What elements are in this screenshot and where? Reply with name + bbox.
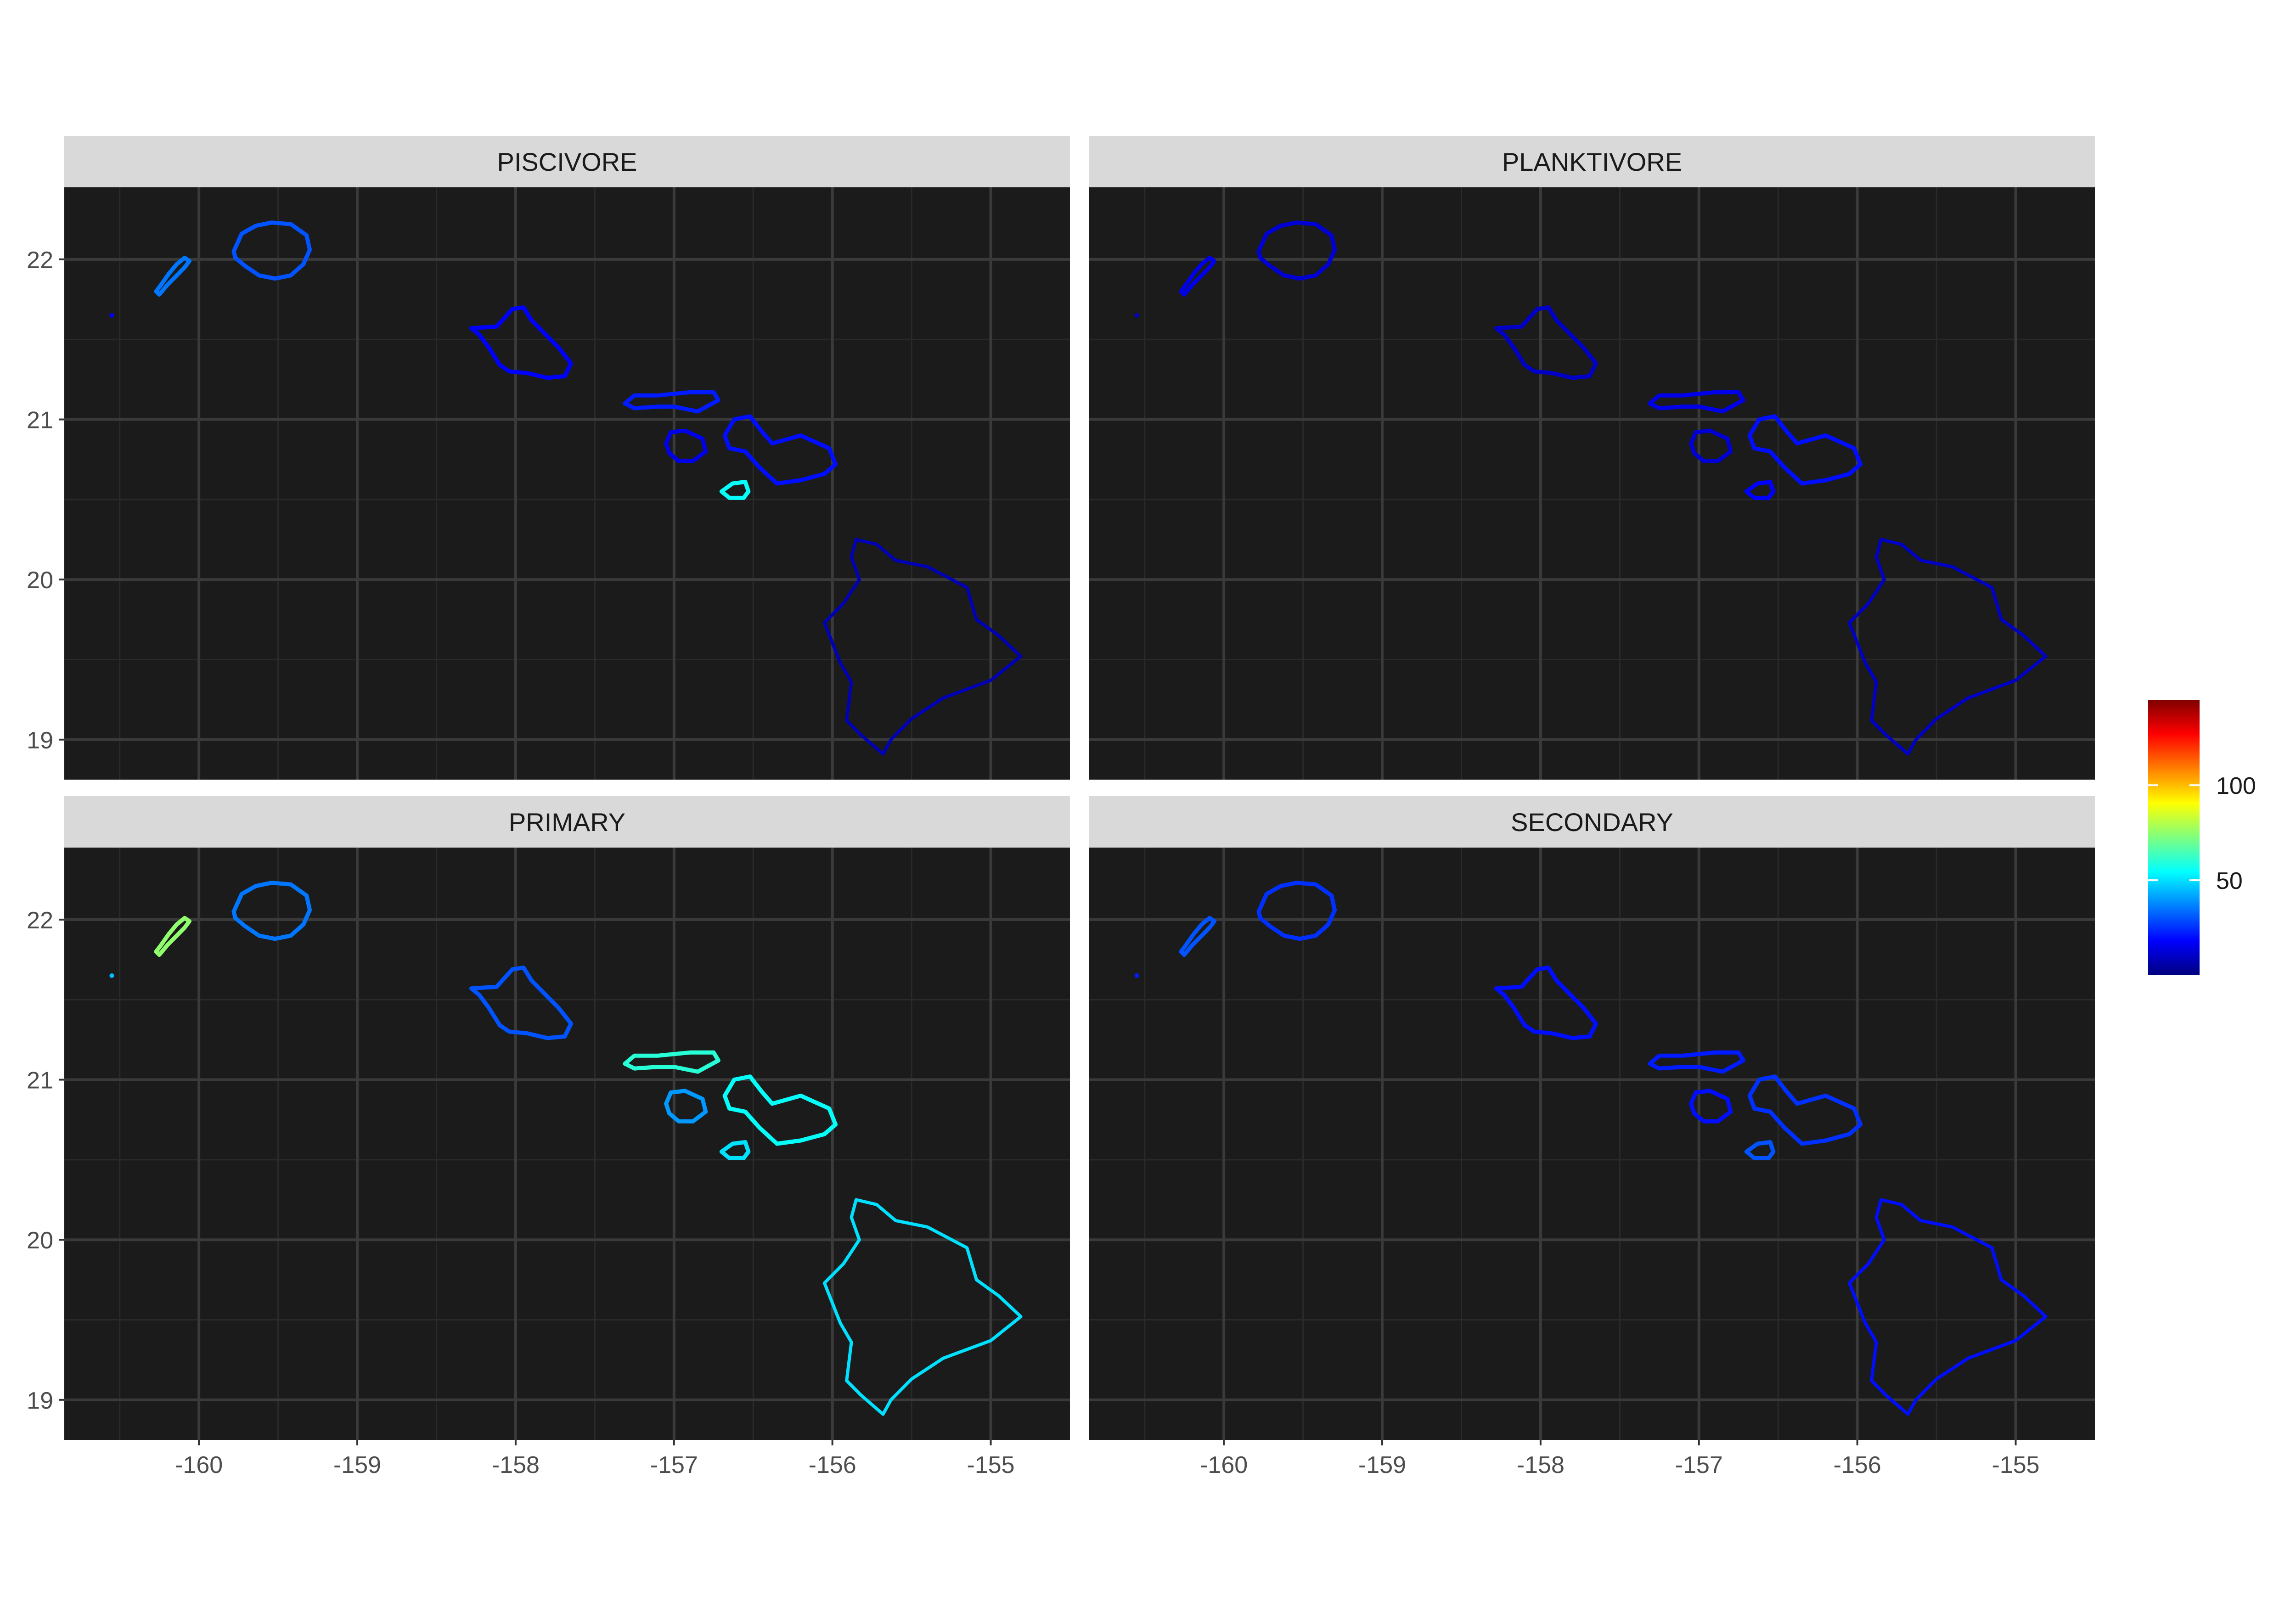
islet-lehua [1134,313,1139,318]
x-tick-label: -158 [492,1452,540,1478]
facet-strip-label: SECONDARY [1511,808,1673,837]
facet-strip-label: PRIMARY [509,808,625,837]
island-outline-molokai [1648,1050,1745,1074]
y-tick-label: 22 [27,247,53,274]
facet-panel-primary: PRIMARY 19 20 21 22 -160 -159 -158 -157 -156 -155 [27,796,1070,1478]
colorbar-tick-label: 100 [2216,773,2256,799]
facet-panel-secondary: SECONDARY -160 -159 -158 -157 -156 -155 [1089,796,2095,1478]
x-tick-label: -156 [809,1452,856,1478]
islet-lehua [109,313,114,318]
y-tick-label: 20 [27,567,53,594]
panel-background [64,187,1070,780]
island-outline-molokai [623,1050,720,1074]
panel-background [1089,848,2095,1440]
island-outline-niihau [154,255,191,297]
x-tick-label: -157 [1675,1452,1723,1478]
island-outline-lanai [664,1089,708,1124]
panel-background [1089,187,2095,780]
island-outline-oahu [469,966,574,1040]
island-outline-kahoolawe [1744,480,1776,500]
island-outline-hawaii [822,538,1023,756]
x-tick-label: -158 [1517,1452,1564,1478]
facet-strip [64,136,1070,187]
facet-strip [1089,796,2095,848]
island-outline-kauai [1256,881,1337,941]
island-outline-kauai [231,881,312,941]
panel-background [64,848,1070,1440]
island-outline-kauai [231,220,312,281]
colorbar-tick-label: 50 [2216,868,2243,894]
island-outline-kahoolawe [1744,1140,1776,1160]
island-outline-niihau [1179,255,1216,297]
x-tick-label: -159 [1358,1452,1406,1478]
island-outline-molokai [623,390,720,414]
island-outline-lanai [1689,428,1733,463]
island-outline-oahu [1494,305,1598,380]
island-outline-molokai [1648,390,1745,414]
island-outline-hawaii [822,1198,1023,1416]
x-tick-label: -159 [333,1452,381,1478]
island-outline-kauai [1256,220,1337,281]
facet-panel-piscivore: PISCIVORE 19 20 21 22 [27,136,1070,780]
x-tick-label: -160 [1200,1452,1248,1478]
x-tick-label: -155 [1992,1452,2040,1478]
x-tick-label: -157 [650,1452,698,1478]
colorbar [2148,700,2200,975]
island-outline-niihau [154,916,191,957]
y-tick-label: 21 [27,407,53,434]
island-outline-hawaii [1847,1198,2048,1416]
facet-strip [1089,136,2095,187]
y-tick-label: 22 [27,907,53,934]
island-outline-lanai [1689,1089,1733,1124]
islet-lehua [1134,973,1139,978]
x-tick-label: -160 [175,1452,223,1478]
island-outline-oahu [1494,966,1598,1040]
island-outline-kahoolawe [719,480,751,500]
island-outline-kahoolawe [719,1140,751,1160]
y-tick-label: 19 [27,727,53,754]
island-outline-maui [1747,414,1863,486]
y-tick-label: 19 [27,1388,53,1414]
facet-strip [64,796,1070,848]
facet-panel-planktivore: PLANKTIVORE [1089,136,2095,780]
y-tick-label: 21 [27,1068,53,1094]
island-outline-maui [1747,1074,1863,1146]
facet-strip-label: PLANKTIVORE [1502,147,1682,176]
island-outline-maui [722,1074,838,1146]
island-outline-oahu [469,305,574,380]
x-tick-label: -156 [1834,1452,1881,1478]
island-outline-lanai [664,428,708,463]
facet-strip-label: PISCIVORE [497,147,637,176]
island-outline-maui [722,414,838,486]
islet-lehua [109,973,114,978]
island-outline-hawaii [1847,538,2048,756]
colorbar-legend: 50 100 [2148,700,2256,975]
y-tick-label: 20 [27,1227,53,1254]
island-outline-niihau [1179,916,1216,957]
x-tick-label: -155 [967,1452,1015,1478]
